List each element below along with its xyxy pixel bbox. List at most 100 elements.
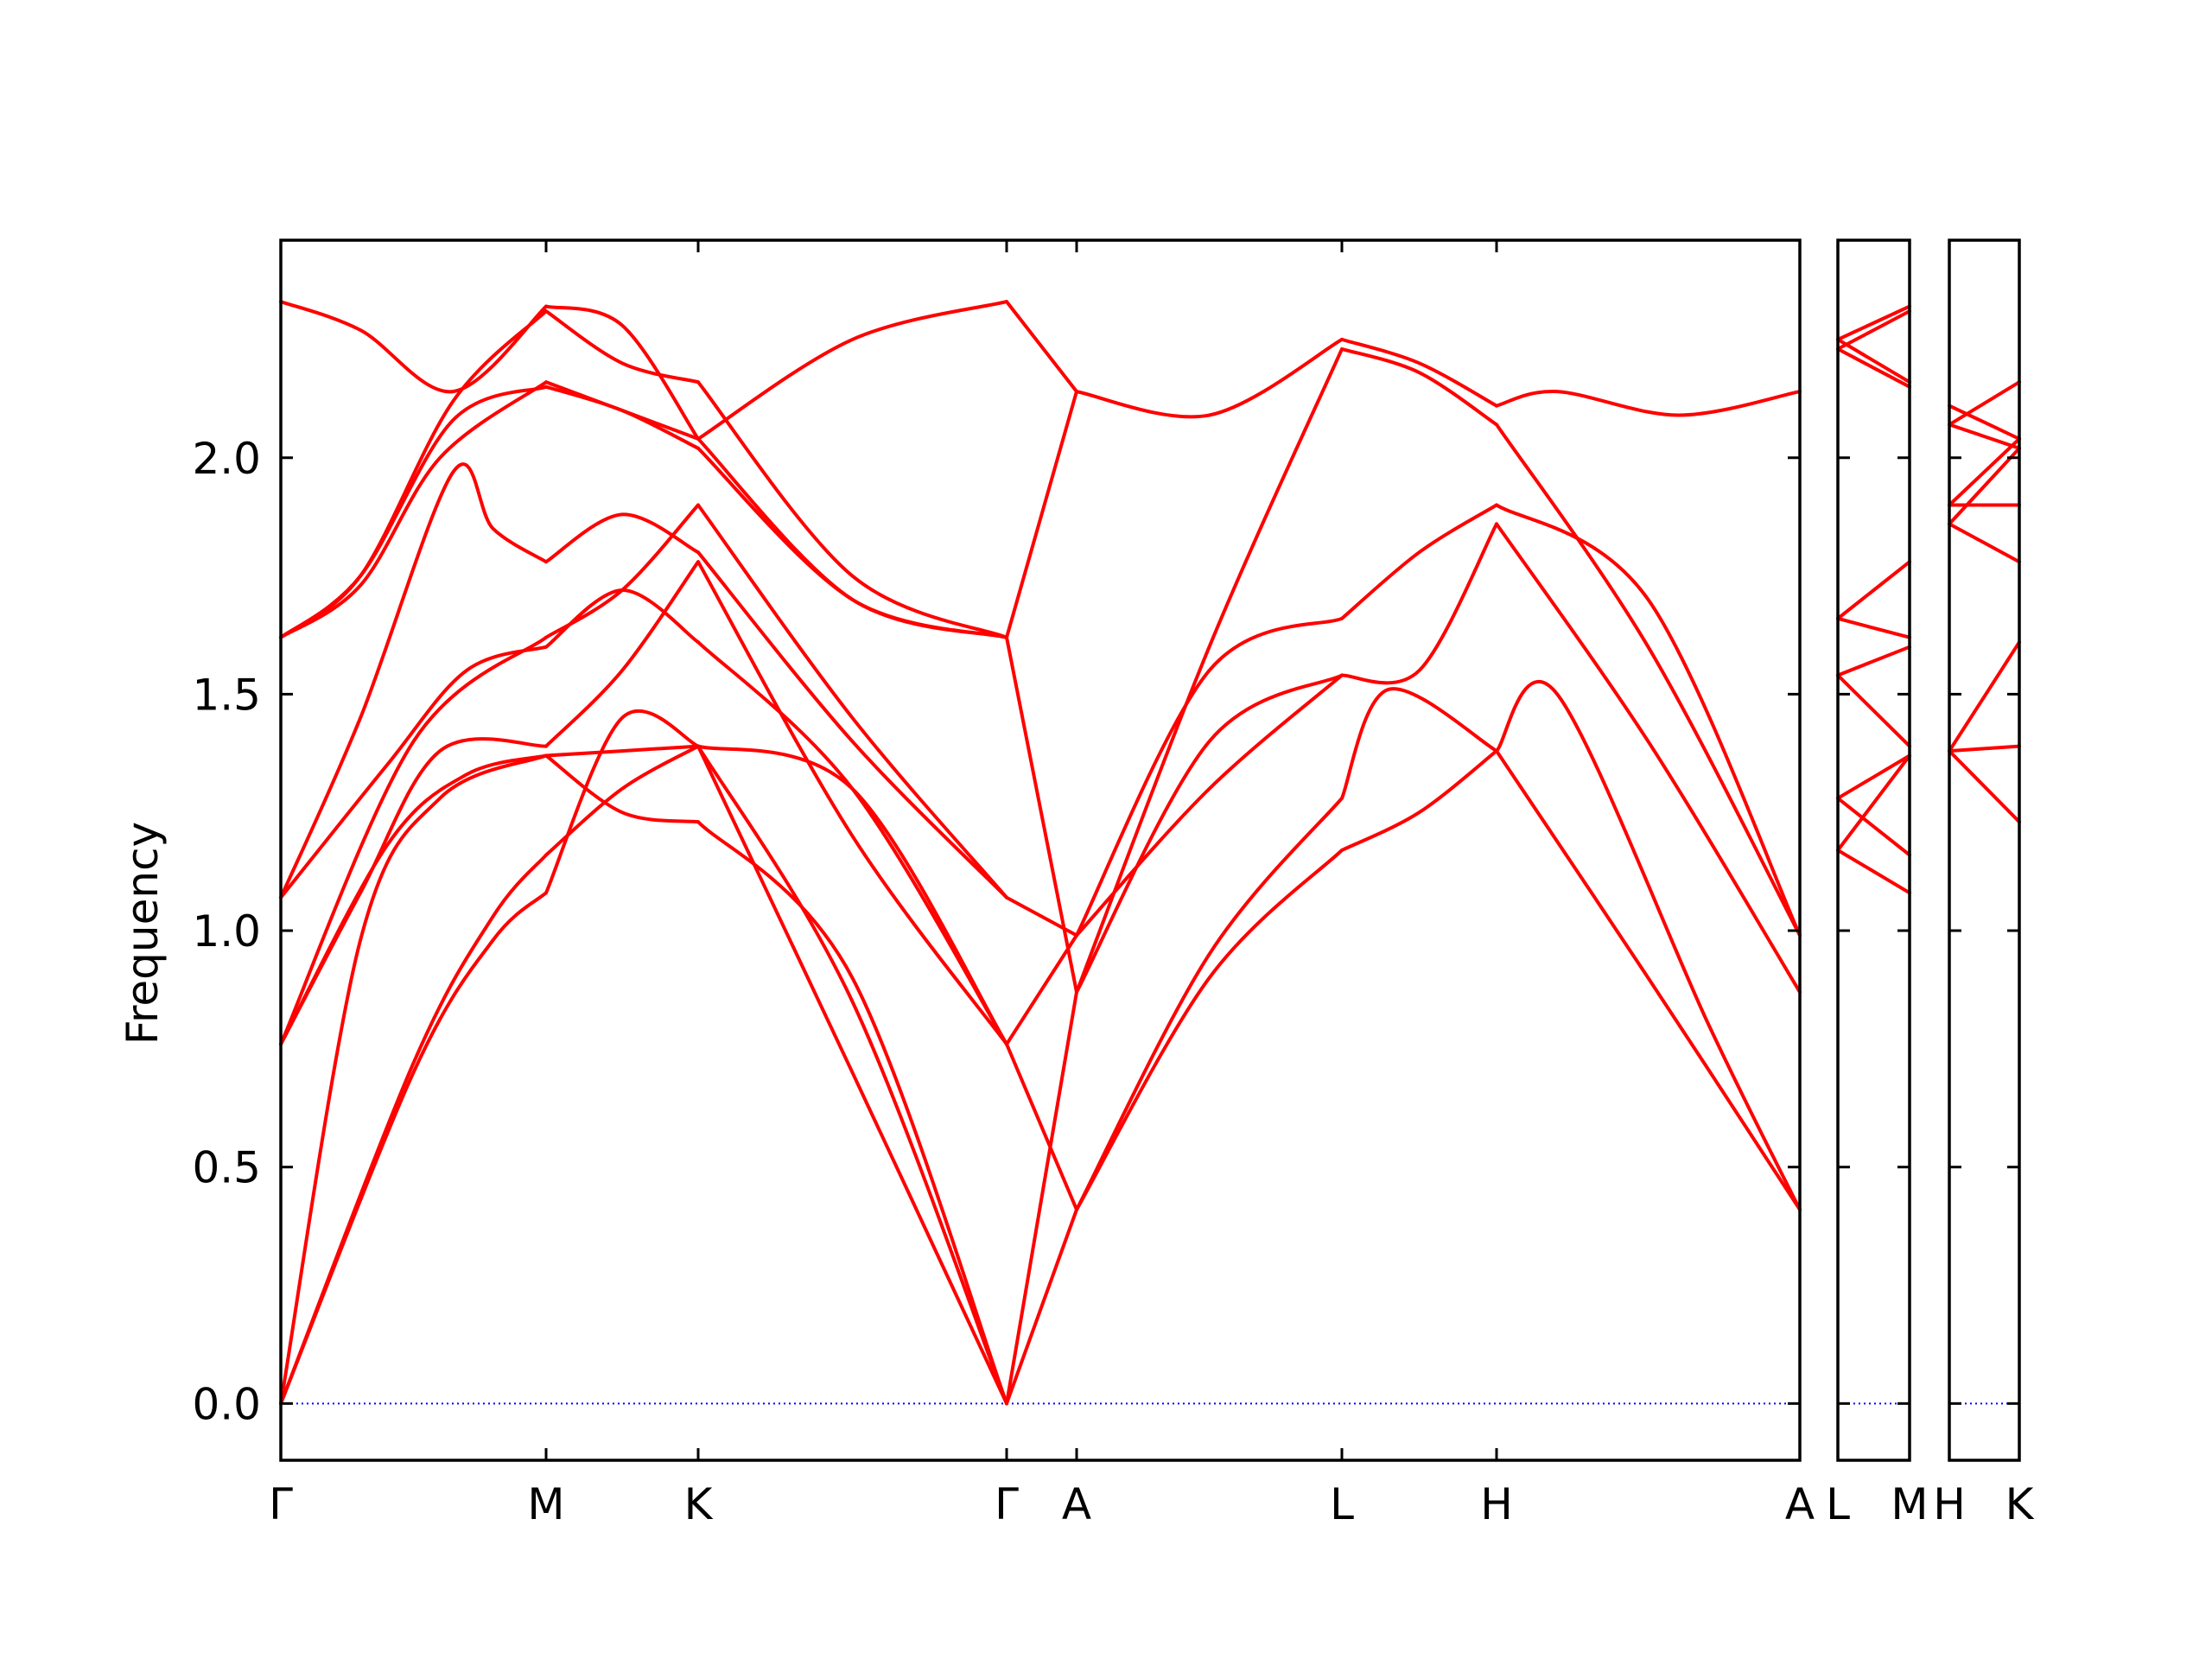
- band-line: [1075, 337, 1344, 419]
- band-line: [1836, 849, 1911, 895]
- x-tick-label: A: [1785, 1479, 1815, 1529]
- band-line: [696, 300, 1008, 441]
- band-line: [1836, 753, 1911, 800]
- band-line: [544, 380, 700, 441]
- band-line: [1836, 645, 1911, 677]
- band-line: [1836, 337, 1911, 385]
- band-line: [544, 512, 700, 564]
- band-line: [1340, 749, 1498, 852]
- x-tick-label: Γ: [269, 1479, 293, 1529]
- x-tick-label: L: [1330, 1479, 1354, 1529]
- band-line: [1340, 687, 1498, 800]
- band-line: [1075, 796, 1344, 1211]
- band-line: [1948, 744, 2021, 753]
- band-line: [279, 737, 548, 1046]
- band-line: [544, 753, 700, 824]
- band-line: [1948, 380, 2021, 427]
- band-line: [279, 635, 548, 1046]
- band-line: [544, 304, 700, 441]
- band-line: [1836, 309, 1911, 351]
- band-line: [1495, 503, 1802, 938]
- band-line: [1075, 673, 1344, 938]
- band-line: [279, 853, 548, 1406]
- band-line: [1495, 522, 1802, 995]
- y-tick-label: 0.5: [192, 1143, 261, 1193]
- band-line: [696, 560, 1008, 1046]
- band-line: [544, 503, 700, 639]
- panel-frame: [279, 238, 1802, 1462]
- band-line: [1948, 423, 2021, 450]
- band-line: [1948, 522, 2021, 564]
- band-line: [544, 385, 700, 450]
- panel-frame: [1836, 238, 1911, 1462]
- band-line: [1836, 346, 1911, 389]
- band-line: [1005, 390, 1078, 639]
- band-line: [1948, 640, 2021, 753]
- x-tick-label: H: [1480, 1479, 1513, 1529]
- band-line: [1948, 404, 2021, 441]
- band-line: [1075, 849, 1344, 1211]
- band-line: [279, 462, 548, 899]
- band-line: [696, 820, 1008, 1406]
- band-line: [1948, 436, 2021, 507]
- band-line: [279, 300, 548, 394]
- band-line: [1005, 990, 1078, 1406]
- band-line: [1075, 616, 1344, 938]
- band-line: [279, 753, 548, 1406]
- band-line: [1005, 933, 1078, 1046]
- y-tick-label: 1.0: [192, 906, 261, 957]
- band-line: [696, 503, 1008, 899]
- x-tick-label: K: [684, 1479, 714, 1529]
- x-tick-label: M: [1891, 1479, 1928, 1529]
- band-line: [1495, 390, 1802, 417]
- x-tick-label: M: [527, 1479, 564, 1529]
- band-line: [279, 645, 548, 899]
- y-tick-label: 0.0: [192, 1379, 261, 1429]
- band-line: [1836, 560, 1911, 620]
- band-line: [1005, 635, 1078, 995]
- band-line: [1495, 749, 1802, 1211]
- band-line: [696, 550, 1008, 899]
- band-line: [1005, 1042, 1078, 1211]
- x-tick-label: K: [2005, 1479, 2035, 1529]
- band-line: [1948, 749, 2021, 824]
- y-tick-label: 2.0: [192, 434, 261, 484]
- band-line: [1005, 300, 1078, 394]
- band-line: [696, 744, 1008, 1406]
- band-line: [1005, 1207, 1078, 1406]
- y-axis-title: Frequency: [118, 822, 168, 1045]
- band-line: [1495, 423, 1802, 938]
- band-line: [1005, 895, 1078, 938]
- band-line: [696, 436, 1008, 639]
- band-line: [279, 380, 548, 639]
- x-tick-label: A: [1062, 1479, 1091, 1529]
- band-line: [544, 309, 700, 385]
- band-line: [1495, 679, 1802, 1211]
- band-line: [1836, 616, 1911, 639]
- band-line: [1836, 796, 1911, 857]
- panels: Γ M K Γ A L H A L M H K0.00.51.01.52.0: [192, 238, 2035, 1529]
- band-line: [1340, 346, 1498, 427]
- band-line: [696, 640, 1008, 1046]
- band-line: [544, 744, 700, 758]
- y-tick-labels: 0.0 0.5 1.0 1.5 2.0: [192, 434, 261, 1430]
- x-tick-label: L: [1826, 1479, 1850, 1529]
- band-line: [1075, 346, 1344, 995]
- band-line: [279, 385, 548, 639]
- panel-frame: [1948, 238, 2021, 1462]
- band-line: [1075, 673, 1344, 995]
- band-line: [696, 380, 1008, 639]
- x-tick-label: H: [1933, 1479, 1966, 1529]
- band-line: [544, 560, 700, 748]
- band-line: [279, 309, 548, 639]
- band-line: [1836, 304, 1911, 341]
- band-line: [544, 709, 700, 895]
- band-line: [1340, 522, 1498, 685]
- y-tick-label: 1.5: [192, 670, 261, 720]
- band-line: [1340, 503, 1498, 620]
- band-line: [1948, 446, 2021, 526]
